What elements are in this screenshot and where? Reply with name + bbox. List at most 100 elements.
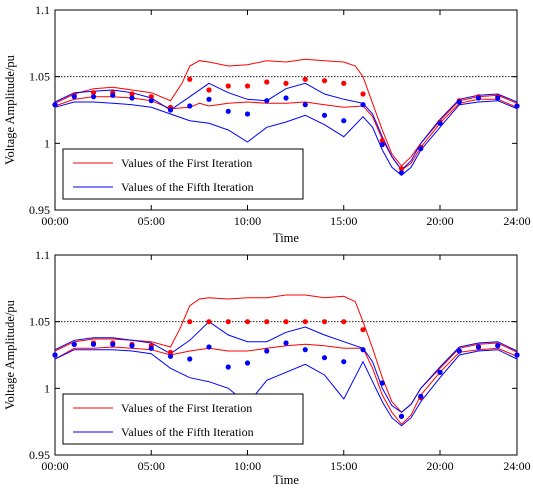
series-fifth-point	[71, 94, 77, 100]
series-fifth-upper-line	[54, 82, 518, 171]
series-fifth-point	[90, 94, 97, 100]
x-axis-title: Time	[273, 473, 299, 487]
series-first-point	[225, 83, 231, 89]
x-tick-label: 15:00	[330, 214, 357, 228]
series-first-point	[90, 90, 97, 96]
series-fifth-point	[110, 341, 116, 347]
y-tick-label: 1.1	[35, 248, 50, 262]
series-fifth-point	[187, 103, 193, 109]
series-fifth-point	[495, 95, 501, 101]
series-first-point	[264, 319, 270, 325]
series-fifth-point	[456, 99, 462, 105]
series-fifth-point	[129, 343, 135, 349]
series-fifth-point	[514, 103, 520, 109]
series-first-point	[225, 319, 231, 325]
series-fifth-point	[398, 413, 405, 419]
series-fifth-point	[398, 170, 405, 176]
series-fifth-point	[302, 102, 308, 108]
series-first-point	[283, 80, 289, 86]
series-first-point	[187, 76, 193, 82]
series-first-point	[129, 91, 135, 97]
y-tick-label: 1.05	[29, 315, 50, 329]
series-fifth-point	[514, 352, 520, 358]
legend-box	[62, 393, 304, 445]
series-fifth-point	[456, 348, 462, 354]
x-tick-label: 20:00	[426, 459, 453, 473]
series-first-point	[341, 80, 347, 86]
series-fifth-point	[418, 146, 424, 152]
series-fifth-point	[379, 380, 385, 386]
series-first-point	[283, 319, 289, 325]
chart-panel-top: 0.95 1 1.05 1.1 00:00 05:00 10:00 15:00 20:00 24:…	[3, 3, 531, 245]
series-first-point	[244, 319, 251, 325]
series-fifth-point	[225, 364, 231, 370]
series-fifth-point	[437, 120, 443, 126]
series-fifth-point	[495, 343, 501, 349]
x-tick-label: 05:00	[138, 214, 165, 228]
series-fifth-point	[52, 352, 58, 358]
series-first-point	[206, 319, 212, 325]
series-fifth-point	[52, 102, 58, 108]
series-fifth-point	[360, 347, 366, 353]
x-tick-label: 10:00	[234, 459, 261, 473]
series-fifth-point	[187, 356, 193, 362]
series-first-point	[379, 138, 385, 144]
series-fifth-point	[244, 360, 251, 366]
series-fifth-point	[206, 344, 212, 350]
series-first-point	[206, 87, 212, 93]
series-fifth-point	[321, 355, 328, 361]
series-fifth-point	[129, 95, 135, 101]
series-first-point	[302, 76, 308, 82]
series-first-point	[321, 78, 328, 84]
series-first-point	[360, 327, 366, 333]
series-fifth-point	[206, 96, 212, 102]
y-tick-label: 1	[44, 381, 50, 395]
x-tick-label: 24:00	[503, 214, 530, 228]
chart-panel-bottom: 0.95 1 1.05 1.1 00:00 05:00 10:00 15:00 20:00 24:…	[3, 248, 531, 487]
legend-label: Values of the Fifth Iteration	[121, 425, 254, 439]
series-fifth-point	[167, 353, 174, 359]
x-tick-label: 10:00	[234, 214, 261, 228]
y-axis-title: Voltage Amplitude/pu	[3, 54, 17, 165]
series-fifth-point	[148, 345, 154, 351]
series-first-point	[360, 91, 366, 97]
series-first-lower-line	[54, 343, 518, 426]
series-first-point	[244, 83, 251, 89]
legend-label: Values of the First Iteration	[121, 401, 252, 415]
series-first-point	[341, 319, 347, 325]
legend-label: Values of the First Iteration	[121, 156, 252, 170]
series-fifth-point	[475, 95, 482, 101]
x-tick-label: 00:00	[41, 214, 68, 228]
series-fifth-point	[90, 341, 97, 347]
series-fifth-point	[264, 98, 270, 104]
series-fifth-point	[341, 359, 347, 365]
series-first-point	[148, 94, 154, 100]
y-tick-label: 1	[44, 136, 50, 150]
series-fifth-point	[71, 341, 77, 347]
x-tick-label: 24:00	[503, 459, 530, 473]
series-fifth-point	[475, 344, 482, 350]
series-fifth-point	[283, 95, 289, 101]
series-fifth-point	[225, 108, 231, 114]
x-tick-label: 00:00	[41, 459, 68, 473]
y-tick-label: 0.95	[29, 448, 50, 462]
series-fifth-upper-line	[54, 321, 518, 413]
series-fifth-point	[321, 112, 328, 118]
y-axis-title: Voltage Amplitude/pu	[3, 299, 17, 410]
series-fifth-point	[167, 107, 174, 113]
series-fifth-lower-line	[54, 349, 518, 427]
y-tick-label: 1.1	[35, 3, 50, 17]
legend-box	[62, 148, 304, 200]
series-first-point	[187, 319, 193, 325]
series-fifth-point	[302, 347, 308, 353]
series-first-point	[264, 79, 270, 85]
x-tick-label: 15:00	[330, 459, 357, 473]
x-tick-label: 05:00	[138, 459, 165, 473]
x-axis-title: Time	[273, 231, 299, 245]
series-fifth-point	[379, 142, 385, 148]
series-first-point	[167, 349, 174, 355]
series-first-lower-line	[54, 96, 518, 171]
series-first-point	[398, 166, 405, 172]
series-first-point	[302, 319, 308, 325]
legend-label: Values of the Fifth Iteration	[121, 180, 254, 194]
